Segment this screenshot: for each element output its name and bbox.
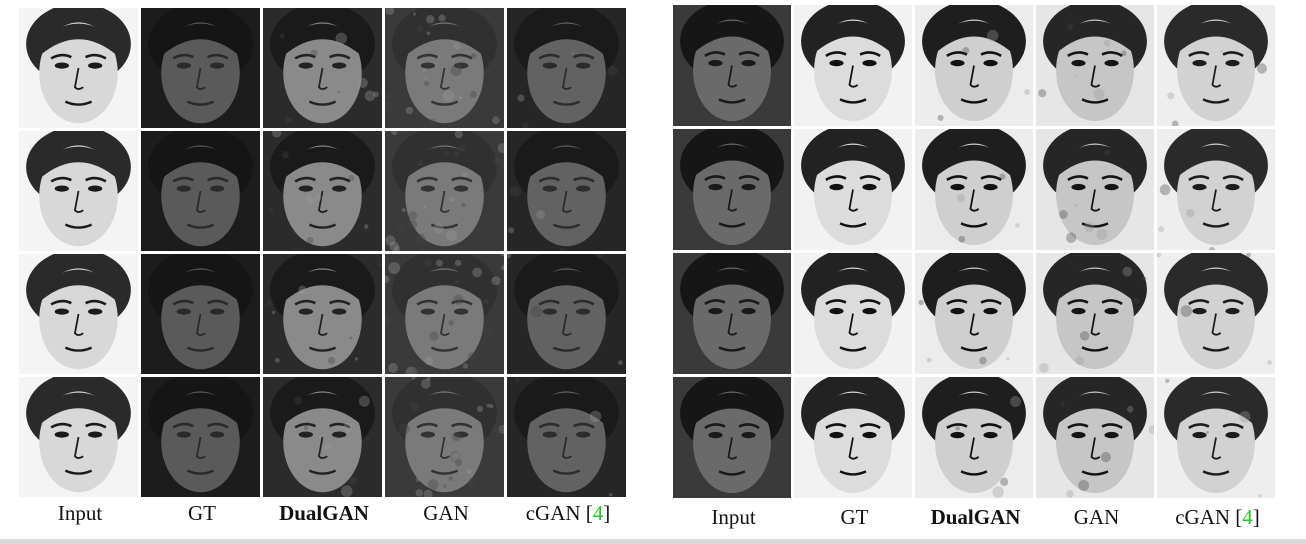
right-row3-gan-image: [1036, 253, 1154, 374]
left-row3-cgan-image: [507, 254, 626, 374]
left-row2-gt-image: [141, 131, 260, 251]
left-row2-input-image: [19, 131, 138, 251]
right-column-labels: Input GT DualGAN GAN cGAN [4]: [673, 505, 1278, 529]
left-label-cgan: cGAN [4]: [525, 501, 611, 525]
left-row4-input-image: [19, 377, 138, 497]
left-row4-dualgan-image: [263, 377, 382, 497]
right-row1-dualgan-image: [915, 5, 1033, 126]
right-row4-dualgan-image: [915, 377, 1033, 498]
left-label-gt: GT: [188, 501, 216, 525]
left-label-gan: GAN: [423, 501, 469, 525]
left-row1-cgan-image: [507, 8, 626, 128]
left-row1-gan-image: [385, 8, 504, 128]
right-row3-input-image: [673, 253, 791, 374]
left-row3-gt-image: [141, 254, 260, 374]
right-panel: Input GT DualGAN GAN cGAN [4]: [673, 5, 1278, 529]
left-image-grid: [19, 8, 629, 497]
left-column-labels: Input GT DualGAN GAN cGAN [4]: [19, 501, 629, 525]
right-row3-cgan-image: [1157, 253, 1275, 374]
right-label-gan: GAN: [1073, 505, 1120, 529]
left-row2-cgan-image: [507, 131, 626, 251]
left-row3-dualgan-image: [263, 254, 382, 374]
right-label-gt: GT: [840, 505, 869, 529]
right-row2-gan-image: [1036, 129, 1154, 250]
right-row2-gt-image: [794, 129, 912, 250]
right-row2-input-image: [673, 129, 791, 250]
left-row3-gan-image: [385, 254, 504, 374]
right-row1-gan-image: [1036, 5, 1154, 126]
left-label-dualgan: DualGAN: [279, 501, 369, 525]
left-row2-dualgan-image: [263, 131, 382, 251]
right-citation-link[interactable]: 4: [1242, 505, 1253, 529]
right-label-dualgan: DualGAN: [930, 505, 1021, 529]
left-row4-cgan-image: [507, 377, 626, 497]
left-label-input: Input: [57, 501, 103, 525]
right-row1-gt-image: [794, 5, 912, 126]
left-row4-gt-image: [141, 377, 260, 497]
right-row3-dualgan-image: [915, 253, 1033, 374]
left-citation-link[interactable]: 4: [592, 501, 604, 525]
right-row1-input-image: [673, 5, 791, 126]
right-row4-cgan-image: [1157, 377, 1275, 498]
left-row1-gt-image: [141, 8, 260, 128]
left-row1-dualgan-image: [263, 8, 382, 128]
right-label-cgan: cGAN [4]: [1175, 505, 1260, 529]
left-panel: Input GT DualGAN GAN cGAN [4]: [19, 8, 629, 525]
right-row3-gt-image: [794, 253, 912, 374]
left-row2-gan-image: [385, 131, 504, 251]
right-row4-input-image: [673, 377, 791, 498]
right-label-input: Input: [711, 505, 756, 529]
right-image-grid: [673, 5, 1278, 498]
right-row1-cgan-image: [1157, 5, 1275, 126]
left-row4-gan-image: [385, 377, 504, 497]
left-row3-input-image: [19, 254, 138, 374]
right-row4-gan-image: [1036, 377, 1154, 498]
right-row2-cgan-image: [1157, 129, 1275, 250]
right-row2-dualgan-image: [915, 129, 1033, 250]
footer-divider: [0, 539, 1306, 544]
right-row4-gt-image: [794, 377, 912, 498]
left-row1-input-image: [19, 8, 138, 128]
